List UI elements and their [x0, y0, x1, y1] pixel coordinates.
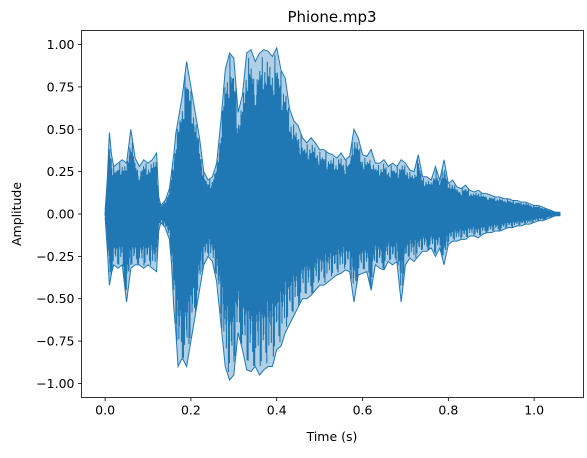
y-tick-label: 0.25 [47, 164, 75, 179]
y-tick-label: 1.00 [47, 37, 75, 52]
x-tick-label: 0.0 [95, 403, 115, 418]
y-tick-label: 0.75 [47, 79, 75, 94]
plot-frame [81, 30, 584, 398]
x-tick-label: 0.6 [353, 403, 373, 418]
y-tick-label: −0.50 [36, 291, 74, 306]
x-tick-label: 0.2 [181, 403, 201, 418]
chart-title: Phione.mp3 [287, 8, 376, 26]
y-tick-label: −0.25 [36, 249, 74, 264]
x-tick-label: 1.0 [524, 403, 544, 418]
x-tick-label: 0.8 [438, 403, 458, 418]
x-axis-label: Time (s) [306, 429, 358, 444]
y-tick-label: −1.00 [36, 376, 74, 391]
y-tick-label: 0.50 [47, 122, 75, 137]
x-tick-label: 0.4 [267, 403, 287, 418]
plot-area [104, 46, 561, 382]
y-axis-label: Amplitude [9, 182, 24, 246]
x-axis-ticks: 0.0 0.2 0.4 0.6 0.8 1.0 [95, 397, 544, 418]
y-tick-label: −0.75 [36, 334, 74, 349]
y-axis-ticks: −1.00 −0.75 −0.50 −0.25 0.00 0.25 0.50 0.75 1.00 [36, 37, 82, 391]
y-tick-label: 0.00 [47, 207, 75, 222]
